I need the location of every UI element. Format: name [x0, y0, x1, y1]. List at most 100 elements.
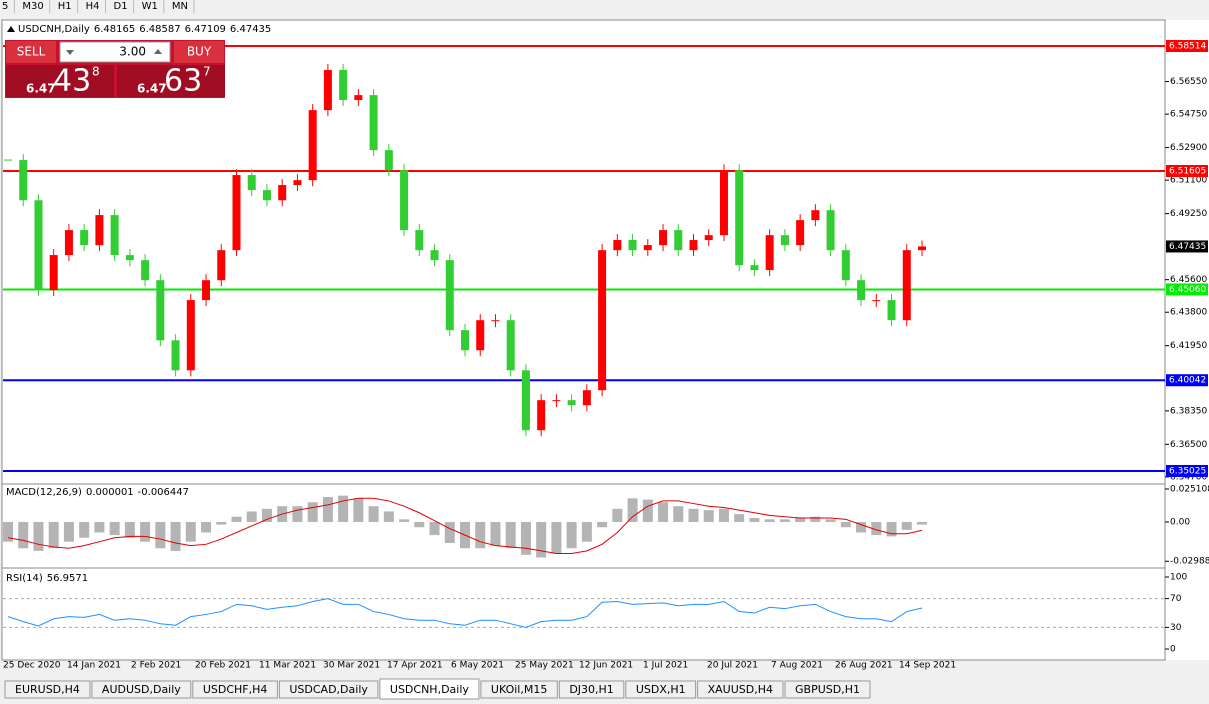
candle-body: [34, 200, 43, 291]
macd-bar: [612, 508, 623, 522]
macd-bar: [109, 521, 120, 536]
macd-tick-label: 0.025108: [1170, 484, 1209, 494]
timeframe-button[interactable]: W1: [142, 1, 158, 12]
macd-bar: [795, 518, 806, 522]
buy-button[interactable]: [174, 41, 224, 63]
candle-body: [841, 250, 850, 281]
price-tick-label: 6.52900: [1170, 143, 1207, 153]
chart-tab[interactable]: DJ30,H1: [558, 680, 625, 699]
tab-background: [480, 680, 558, 699]
level-price-label: 6.58514: [1169, 42, 1206, 52]
collapse-icon: [7, 26, 15, 32]
timeframe-button[interactable]: 5: [2, 1, 8, 12]
chart-tab[interactable]: EURUSD,H4: [4, 680, 91, 699]
tab-background: [278, 680, 379, 699]
candle-body: [918, 246, 926, 251]
rsi-tick-label: 70: [1170, 594, 1182, 604]
macd-bar: [490, 521, 501, 546]
macd-signal-line: [7, 497, 923, 555]
volume-value: 3.00: [119, 45, 146, 59]
chart-tab[interactable]: GBPUSD,H1: [784, 680, 871, 699]
candle-body: [202, 280, 211, 301]
candle-body: [156, 280, 165, 341]
chart-tab[interactable]: AUDUSD,Daily: [91, 680, 192, 699]
macd-bar: [703, 510, 714, 522]
macd-bar: [399, 519, 410, 522]
level-price-tag: [1166, 283, 1208, 296]
chart-tab[interactable]: UKOil,M15: [480, 680, 558, 699]
macd-bar: [597, 521, 608, 528]
chart-tab[interactable]: USDCHF,H4: [192, 680, 278, 699]
timeframe-button[interactable]: MN: [172, 1, 188, 12]
macd-bar: [216, 521, 227, 525]
timeframe-button[interactable]: D1: [114, 1, 128, 12]
bid-price-box[interactable]: [6, 65, 114, 97]
candle-body: [186, 300, 195, 371]
macd-bar: [231, 516, 242, 522]
candle-body: [217, 250, 226, 281]
candle-body: [95, 215, 104, 246]
candle-body: [887, 300, 896, 321]
current-price-tag: [1166, 240, 1208, 253]
macd-bar: [581, 521, 592, 542]
macd-bar: [779, 519, 790, 522]
timeframe-button[interactable]: H1: [58, 1, 72, 12]
date-label: 20 Feb 2021: [195, 661, 251, 671]
level-price-label: 6.40042: [1169, 376, 1206, 386]
macd-bar: [414, 521, 425, 528]
tab-background: [697, 680, 784, 699]
macd-bar: [246, 511, 257, 522]
timeframe-button[interactable]: H4: [86, 1, 100, 12]
date-label: 6 May 2021: [451, 661, 504, 671]
macd-bar: [383, 511, 394, 522]
candle-body: [64, 230, 73, 256]
candle-body: [857, 280, 866, 301]
level-price-label: 6.35025: [1169, 467, 1206, 477]
candle-body: [719, 170, 728, 236]
macd-bar: [917, 521, 927, 525]
candle-body: [704, 235, 713, 241]
header-field: 6.47109: [185, 24, 226, 35]
level-price-label: 6.45060: [1169, 285, 1206, 295]
level-price-tag: [1166, 374, 1208, 387]
chart-tab[interactable]: USDCAD,Daily: [278, 680, 379, 699]
sell-button[interactable]: [6, 41, 56, 63]
candle-body: [598, 250, 607, 391]
header-field: 6.48587: [139, 24, 180, 35]
chart-tab[interactable]: USDX,H1: [625, 680, 697, 699]
date-label: 7 Aug 2021: [771, 661, 823, 671]
chart-tab[interactable]: USDCNH,Daily: [379, 678, 480, 700]
macd-bar: [63, 521, 74, 542]
level-price-tag: [1166, 165, 1208, 178]
timeframe-button[interactable]: M30: [22, 1, 43, 12]
chart-tab[interactable]: XAUUSD,H4: [697, 680, 784, 699]
rsi-tick-label: 30: [1170, 623, 1182, 633]
volume-down[interactable]: [66, 50, 74, 55]
macd-bar: [18, 521, 29, 549]
candle-body: [400, 170, 409, 231]
date-label: 11 Mar 2021: [259, 661, 316, 671]
volume-up[interactable]: [154, 49, 162, 54]
candle-body: [674, 230, 683, 251]
macd-bar: [475, 521, 486, 549]
tab-background: [192, 680, 278, 699]
price-tick-label: 6.45600: [1170, 275, 1207, 285]
macd-bar: [764, 519, 775, 522]
candle-body: [811, 210, 820, 221]
volume-field[interactable]: [59, 41, 171, 63]
candle-body: [125, 255, 134, 261]
tab-label: USDCAD,Daily: [289, 683, 368, 696]
chart-header: USDCNH,Daily 6.48165 6.48587 6.47109 6.47435: [18, 24, 271, 35]
macd-bar: [48, 521, 59, 549]
buy-label: BUY: [187, 45, 212, 59]
level-price-tag: [1166, 40, 1208, 53]
candle-body: [49, 255, 58, 291]
candle-body: [141, 260, 150, 281]
macd-bar: [536, 521, 547, 558]
header-field: USDCNH,Daily: [18, 24, 90, 35]
candle-body: [384, 150, 393, 171]
date-label: 25 May 2021: [515, 661, 574, 671]
ask-price-box[interactable]: [117, 65, 225, 97]
macd-bar: [185, 521, 196, 542]
